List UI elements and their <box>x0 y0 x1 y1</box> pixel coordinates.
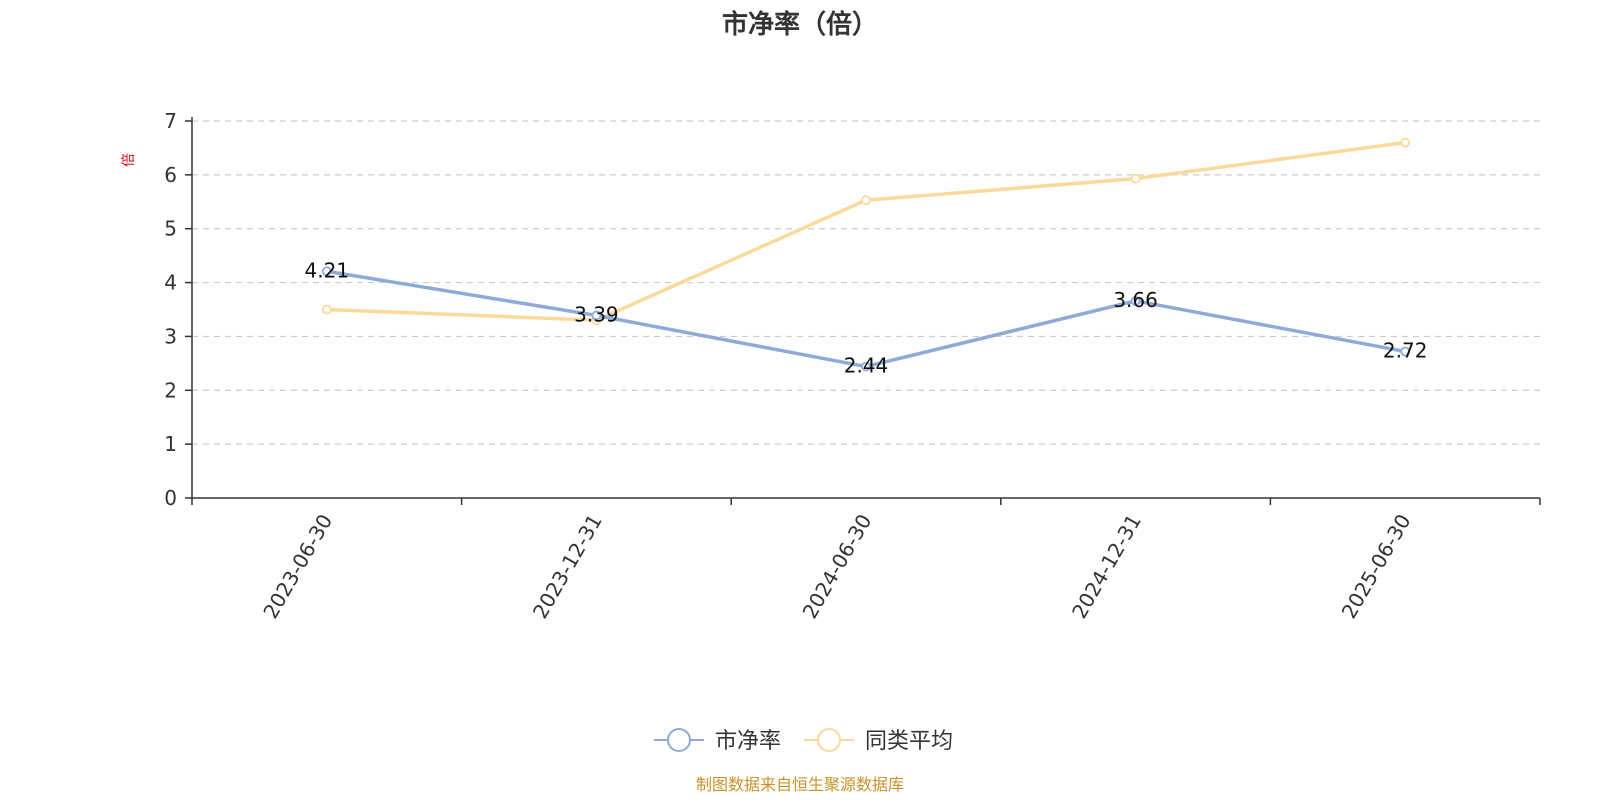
y-tick-label: 3 <box>164 324 177 348</box>
legend-marker <box>818 729 840 751</box>
x-tick-labels: 2023-06-30 2023-12-31 2024-06-30 2024-12-31… <box>258 510 1415 623</box>
y-tick-labels: 0 1 2 3 4 5 6 7 <box>164 109 177 510</box>
series-group <box>323 139 1409 371</box>
series-line-0 <box>327 271 1405 366</box>
data-point <box>1132 175 1140 183</box>
x-tick-label: 2024-06-30 <box>797 510 876 623</box>
x-tick-label: 2023-06-30 <box>258 510 337 623</box>
y-axis-label: 倍 <box>121 153 137 167</box>
y-tick-label: 5 <box>164 217 177 241</box>
source-note: 制图数据来自恒生聚源数据库 <box>696 775 904 794</box>
data-point <box>862 196 870 204</box>
legend-label: 同类平均 <box>865 729 953 754</box>
legend-label: 市净率 <box>715 729 781 754</box>
pb-ratio-line-chart: 市净率（倍） 倍 01234567 2023-06-30 2023-12-31 20… <box>0 0 1600 800</box>
chart-title: 市净率（倍） <box>722 9 878 40</box>
y-tick-label: 1 <box>164 432 177 456</box>
y-tick-label: 7 <box>164 109 177 133</box>
y-tick-label: 4 <box>164 271 177 295</box>
y-tick-label: 2 <box>164 378 177 402</box>
legend[interactable]: 市净率 同类平均 <box>654 729 953 754</box>
x-tick-label: 2025-06-30 <box>1337 510 1416 623</box>
x-tick-label: 2023-12-31 <box>528 510 607 623</box>
x-tick-label: 2024-12-31 <box>1067 510 1146 623</box>
y-tick-label: 6 <box>164 163 177 187</box>
data-point <box>323 306 331 314</box>
data-label: 2.72 <box>1383 339 1428 363</box>
data-label: 2.44 <box>844 354 889 378</box>
data-labels: 4.21 3.39 2.44 3.66 2.72 <box>305 258 1428 377</box>
chart-container: 市净率（倍） 倍 01234567 2023-06-30 2023-12-31 20… <box>0 0 1600 800</box>
data-label: 4.21 <box>305 258 350 282</box>
legend-marker <box>668 729 690 751</box>
legend-item-0[interactable]: 市净率 <box>654 729 781 754</box>
y-tick-label: 0 <box>164 486 177 510</box>
data-label: 3.66 <box>1113 288 1158 312</box>
series-line-1 <box>327 143 1405 321</box>
data-label: 3.39 <box>574 302 619 326</box>
legend-item-1[interactable]: 同类平均 <box>804 729 953 754</box>
data-point <box>1401 139 1409 147</box>
